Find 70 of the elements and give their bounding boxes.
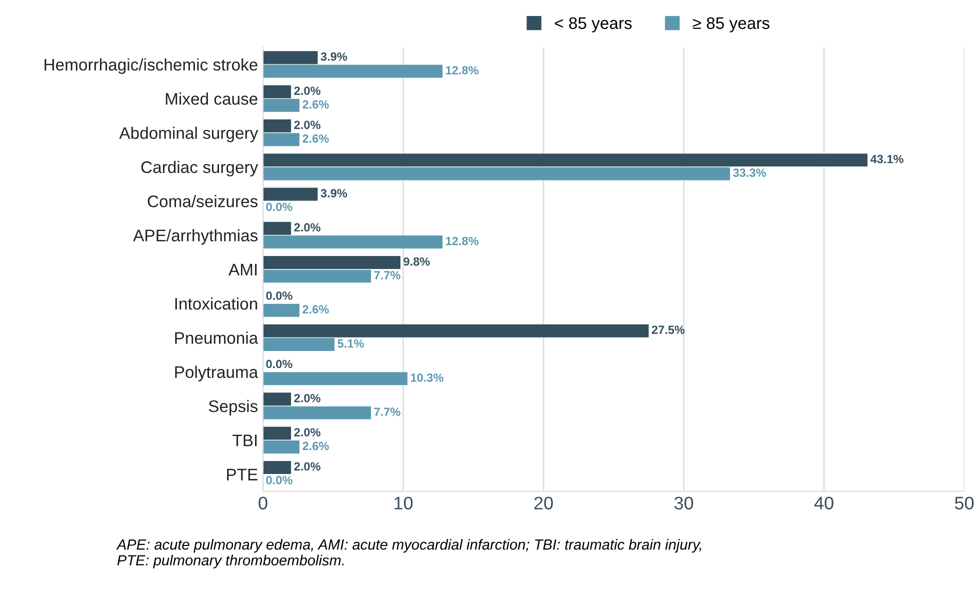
data-label: 10.3%: [410, 373, 444, 382]
x-tick-label: 0: [258, 496, 268, 510]
bar: [262, 392, 292, 406]
bar: [262, 85, 292, 98]
data-label: 2.0%: [294, 223, 320, 232]
y-tick-label: PTE: [227, 468, 258, 480]
bar: [262, 119, 292, 132]
data-label: 43.1%: [870, 154, 904, 164]
data-label: 3.9%: [320, 189, 348, 198]
bar: [262, 460, 292, 474]
y-tick-label: AMI: [228, 264, 257, 276]
bar: [262, 51, 318, 64]
data-label: 12.8%: [446, 66, 478, 74]
data-label: 0.0%: [266, 202, 292, 212]
bar: [262, 236, 443, 249]
bar: [262, 270, 371, 283]
bar: [262, 304, 300, 317]
bar: [262, 167, 730, 180]
x-tick-label: 40: [814, 496, 834, 510]
data-label: 7.7%: [374, 408, 400, 416]
bar: [262, 222, 292, 235]
x-tick-label: 10: [394, 496, 413, 510]
y-tick-label: Sepsis: [208, 400, 258, 416]
y-tick-label: TBI: [232, 434, 257, 446]
y-tick-label: Intoxication: [175, 297, 258, 310]
y-tick-label: APE/arrhythmias: [133, 229, 258, 245]
bar: [262, 338, 335, 351]
data-label: 9.8%: [404, 257, 430, 266]
legend-label: ≥ 85 years: [692, 17, 770, 32]
bar: [262, 133, 300, 146]
bar: [262, 440, 300, 454]
y-tick-label: Polytrauma: [175, 366, 258, 382]
y-tick-label: Pneumonia: [175, 332, 258, 344]
data-label: 33.3%: [733, 168, 766, 177]
data-label: 0.0%: [266, 476, 292, 484]
y-tick-label: Mixed cause: [166, 92, 258, 105]
data-label: 2.0%: [294, 120, 320, 130]
y-tick-label: Coma/seizures: [148, 195, 258, 208]
data-label: 3.9%: [320, 52, 348, 61]
legend-label: < 85 years: [554, 17, 632, 32]
y-tick-label: Cardiac surgery: [141, 160, 258, 176]
x-tick-label: 20: [534, 496, 553, 510]
bar: [262, 324, 649, 338]
data-label: 27.5%: [652, 326, 685, 334]
bar: [262, 98, 300, 112]
data-label: 2.0%: [294, 86, 320, 95]
bar: [262, 188, 318, 201]
data-label: 2.0%: [294, 394, 320, 402]
data-label: 2.6%: [302, 100, 329, 109]
data-label: 0.0%: [266, 291, 292, 300]
bar: [262, 64, 443, 78]
data-label: 2.6%: [302, 442, 329, 450]
bar: [262, 372, 408, 386]
data-label: 2.6%: [302, 305, 329, 314]
bar: [262, 256, 400, 270]
x-tick-label: 50: [954, 496, 974, 510]
data-label: 0.0%: [266, 360, 292, 368]
data-label: 2.0%: [294, 462, 320, 471]
y-tick-label: Hemorrhagic/ischemic stroke: [44, 58, 258, 74]
bar: [262, 426, 292, 440]
x-tick-label: 30: [674, 496, 694, 510]
bar: [262, 154, 868, 167]
data-label: 2.0%: [294, 428, 320, 436]
bar: [262, 406, 371, 420]
data-label: 5.1%: [338, 339, 364, 348]
text: APE: acute pulmonary edema, AMI: acute myocardial infarction; TBI: traumatic brain injury, PTE: pulmonary thromboembolism.: [116, 539, 702, 568]
data-label: 2.6%: [302, 134, 329, 143]
data-label: 12.8%: [446, 236, 478, 246]
y-tick-label: Abdominal surgery: [119, 126, 258, 142]
data-label: 7.7%: [374, 271, 400, 280]
